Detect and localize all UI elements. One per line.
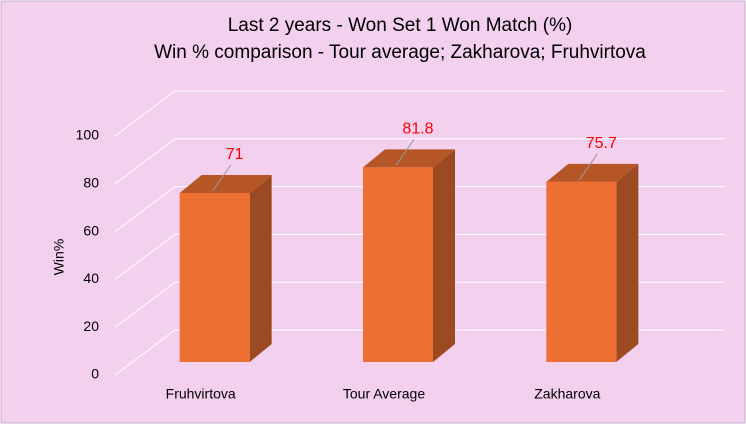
x-tick-label: Fruhvirtova <box>166 386 236 402</box>
bar-side <box>433 149 455 362</box>
bar-side <box>616 163 639 362</box>
grid-line <box>114 233 725 280</box>
bar <box>363 167 433 362</box>
bar-side <box>249 175 272 362</box>
leader-line <box>395 139 415 166</box>
y-tick-label: 0 <box>91 366 99 382</box>
data-label: 71 <box>226 146 244 163</box>
y-tick-label: 80 <box>83 175 99 191</box>
y-axis-label: Win% <box>51 239 67 276</box>
bar-top <box>363 149 455 168</box>
x-tick-label: Tour Average <box>343 386 425 402</box>
chart-subtitle: Win % comparison - Tour average; Zakharo… <box>154 42 646 63</box>
data-label: 75.7 <box>586 135 617 152</box>
data-label: 81.8 <box>402 121 433 138</box>
leader-line <box>212 164 232 192</box>
grid-line <box>114 90 725 137</box>
leader-line <box>578 153 598 181</box>
y-tick-label: 20 <box>83 318 99 334</box>
grid-line <box>114 281 725 328</box>
bar <box>546 181 617 362</box>
y-tick-label: 100 <box>76 127 100 143</box>
y-tick-label: 40 <box>83 270 99 286</box>
grid-line <box>114 329 725 376</box>
bar-top <box>546 163 639 182</box>
bar <box>179 193 250 362</box>
grid-line <box>114 186 725 233</box>
chart-title: Last 2 years - Won Set 1 Won Match (%) <box>228 15 573 36</box>
x-tick-label: Zakharova <box>534 386 600 402</box>
bar-top <box>179 175 272 194</box>
y-tick-label: 60 <box>83 222 99 238</box>
grid-line <box>114 138 725 185</box>
